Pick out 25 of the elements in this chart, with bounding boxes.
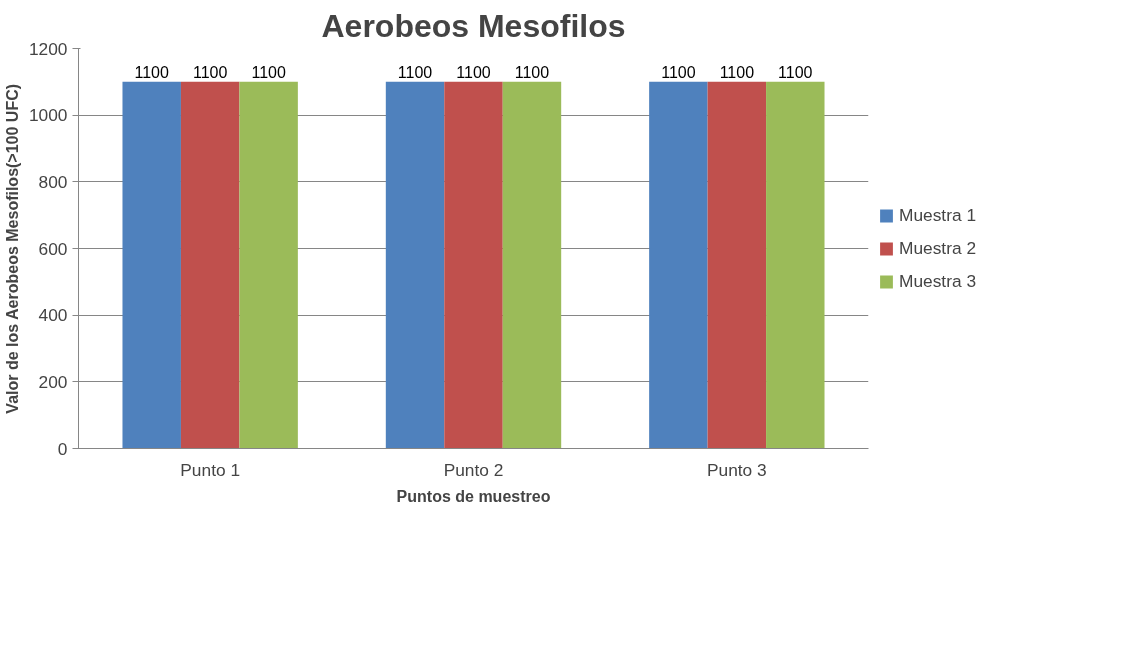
data-label: 1100 bbox=[134, 63, 170, 81]
y-tick-label: 200 bbox=[38, 371, 68, 392]
y-tick-label: 400 bbox=[38, 305, 68, 326]
legend-label: Muestra 1 bbox=[899, 204, 977, 226]
data-label: 1100 bbox=[514, 63, 550, 81]
y-tick-label: 600 bbox=[38, 238, 68, 259]
y-tick-label: 1200 bbox=[28, 38, 68, 59]
y-tick-label: 800 bbox=[38, 171, 68, 192]
data-label: 1100 bbox=[778, 63, 813, 81]
chart-title: Aerobeos Mesofilos bbox=[321, 7, 626, 44]
data-label: 1100 bbox=[661, 63, 696, 81]
x-axis-title: Puntos de muestreo bbox=[396, 487, 551, 505]
legend-label: Muestra 2 bbox=[899, 237, 977, 259]
x-tick-label: Punto 3 bbox=[706, 459, 767, 480]
y-tick-label: 1000 bbox=[28, 105, 68, 126]
x-tick-label: Punto 2 bbox=[443, 459, 504, 480]
data-label: 1100 bbox=[251, 63, 286, 81]
x-tick-label: Punto 1 bbox=[180, 459, 241, 480]
data-label: 1100 bbox=[719, 63, 755, 81]
data-label: 1100 bbox=[456, 63, 491, 81]
y-tick-label: 0 bbox=[57, 438, 68, 459]
data-label: 1100 bbox=[192, 63, 228, 81]
data-label: 1100 bbox=[397, 63, 433, 81]
legend-label: Muestra 3 bbox=[899, 270, 977, 292]
y-axis-title: Valor de los Aerobeos Mesofilos(>100 UFC) bbox=[3, 83, 21, 414]
